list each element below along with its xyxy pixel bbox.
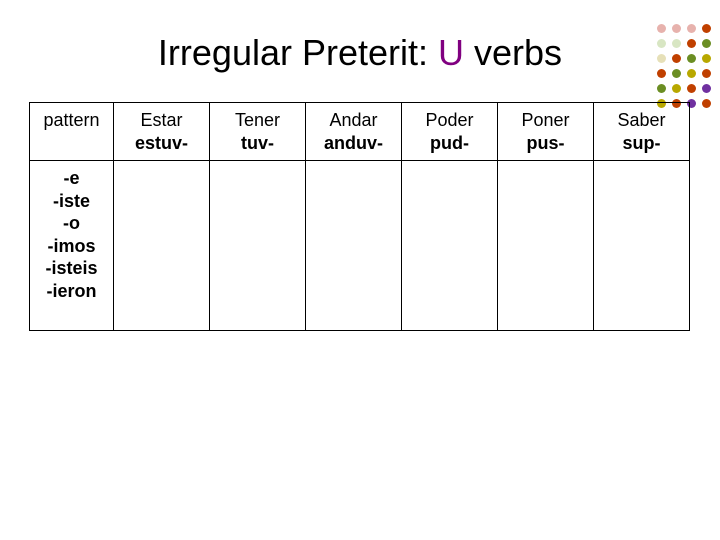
- decorative-dot: [657, 84, 666, 93]
- decorative-dot: [702, 24, 711, 33]
- header-poder: Poder pud-: [402, 103, 498, 161]
- cell-tener: [210, 161, 306, 331]
- cell-estar: [114, 161, 210, 331]
- cell-poder: [402, 161, 498, 331]
- decorative-dot-grid: [657, 24, 714, 111]
- cell-andar: [306, 161, 402, 331]
- title-suffix: verbs: [464, 32, 562, 73]
- header-estar: Estar estuv-: [114, 103, 210, 161]
- decorative-dot: [702, 39, 711, 48]
- verb-name: Poner: [521, 110, 569, 130]
- verb-stem: tuv-: [241, 133, 274, 153]
- decorative-dot: [687, 54, 696, 63]
- title-u-letter: U: [438, 32, 464, 73]
- cell-poner: [498, 161, 594, 331]
- decorative-dot: [672, 84, 681, 93]
- verb-name: Tener: [235, 110, 280, 130]
- decorative-dot: [672, 54, 681, 63]
- verb-table-container: pattern Estar estuv- Tener tuv- Andar an…: [29, 102, 689, 331]
- cell-saber: [594, 161, 690, 331]
- decorative-dot: [687, 84, 696, 93]
- verb-name: Poder: [425, 110, 473, 130]
- pattern-ending: -ieron: [46, 281, 96, 301]
- header-andar: Andar anduv-: [306, 103, 402, 161]
- decorative-dot: [702, 84, 711, 93]
- decorative-dot: [702, 54, 711, 63]
- decorative-dot: [687, 24, 696, 33]
- decorative-dot: [687, 69, 696, 78]
- verb-stem: pud-: [430, 133, 469, 153]
- header-pattern-label: pattern: [43, 110, 99, 130]
- title-prefix: Irregular Preterit:: [158, 32, 438, 73]
- table-header-row: pattern Estar estuv- Tener tuv- Andar an…: [30, 103, 690, 161]
- verb-stem: anduv-: [324, 133, 383, 153]
- pattern-ending: -imos: [47, 236, 95, 256]
- pattern-ending: -iste: [53, 191, 90, 211]
- decorative-dot: [657, 24, 666, 33]
- header-poner: Poner pus-: [498, 103, 594, 161]
- decorative-dot: [702, 69, 711, 78]
- decorative-dot: [702, 99, 711, 108]
- verb-stem: pus-: [527, 133, 565, 153]
- decorative-dot: [672, 24, 681, 33]
- header-tener: Tener tuv-: [210, 103, 306, 161]
- table-body-row: -e -iste-o -imos-isteis -ieron: [30, 161, 690, 331]
- verb-name: Saber: [617, 110, 665, 130]
- verb-stem: estuv-: [135, 133, 188, 153]
- header-saber: Saber sup-: [594, 103, 690, 161]
- pattern-ending: -isteis: [45, 258, 97, 278]
- decorative-dot: [672, 69, 681, 78]
- pattern-ending: -o: [63, 213, 80, 233]
- decorative-dot: [657, 54, 666, 63]
- decorative-dot: [687, 39, 696, 48]
- verb-stem: sup-: [623, 133, 661, 153]
- pattern-ending: -e: [63, 168, 79, 188]
- pattern-endings-cell: -e -iste-o -imos-isteis -ieron: [30, 161, 114, 331]
- page-title: Irregular Preterit: U verbs: [0, 32, 720, 74]
- header-pattern: pattern: [30, 103, 114, 161]
- verb-table: pattern Estar estuv- Tener tuv- Andar an…: [29, 102, 690, 331]
- verb-name: Estar: [140, 110, 182, 130]
- decorative-dot: [657, 69, 666, 78]
- verb-name: Andar: [329, 110, 377, 130]
- decorative-dot: [657, 39, 666, 48]
- decorative-dot: [672, 39, 681, 48]
